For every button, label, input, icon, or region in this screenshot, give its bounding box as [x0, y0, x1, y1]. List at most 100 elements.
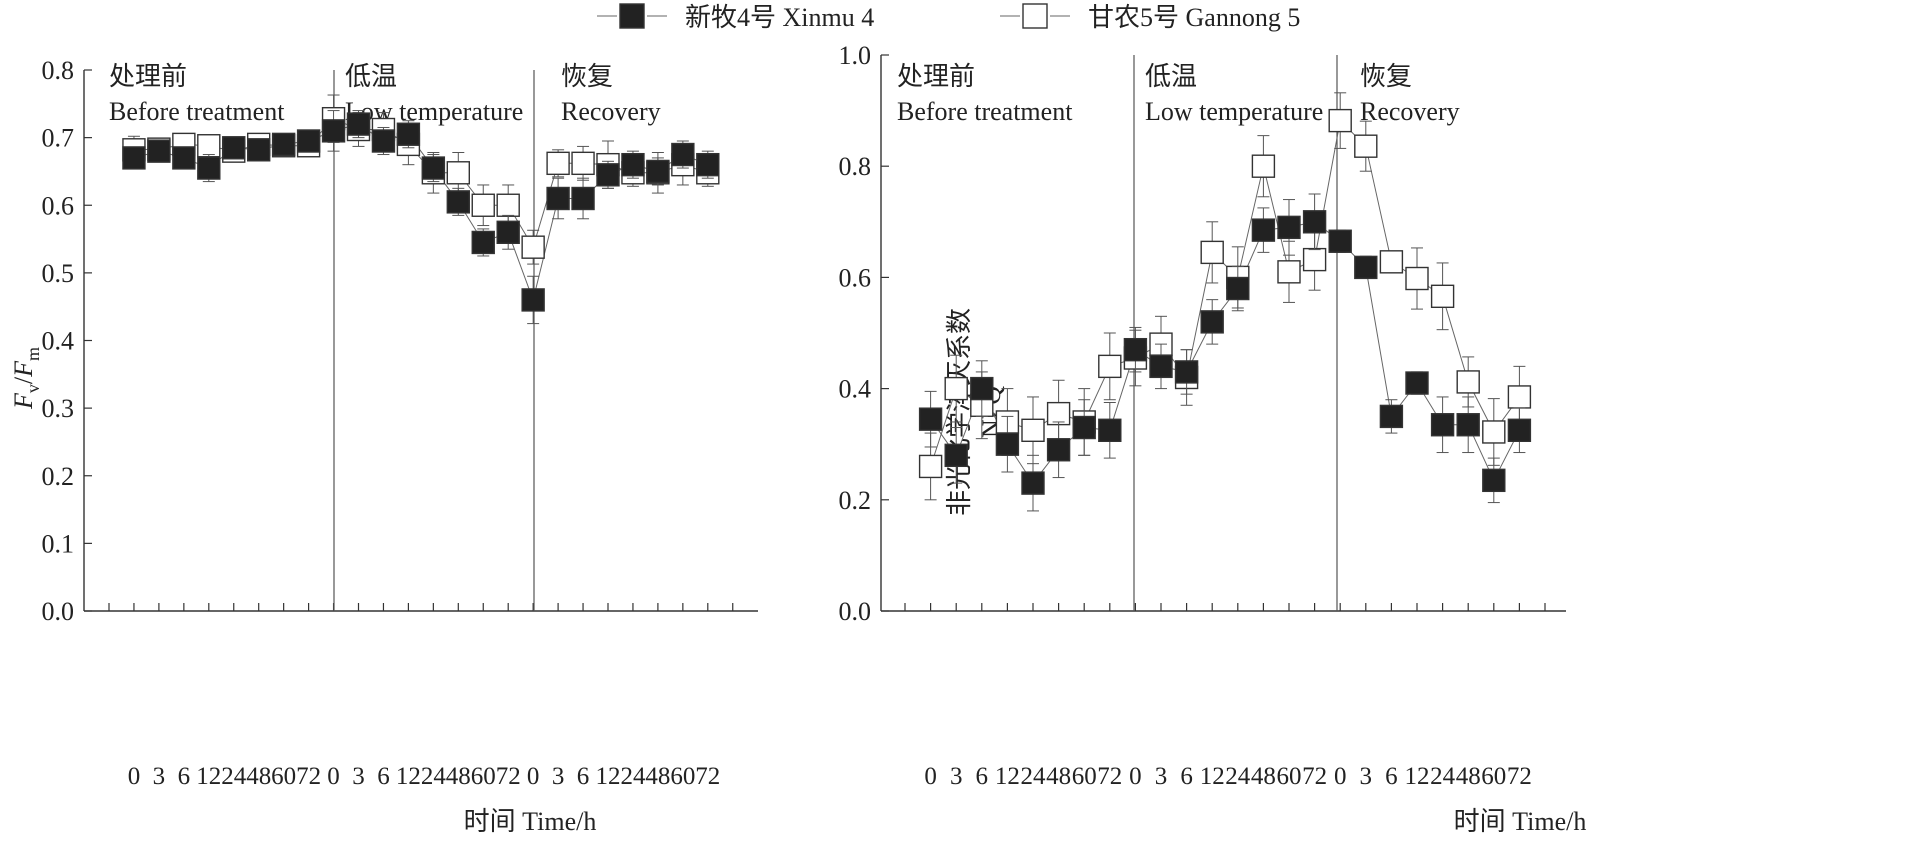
data-point-xinmu — [970, 376, 994, 401]
x-tick-label: 0 — [1334, 763, 1347, 790]
data-point-xinmu — [371, 129, 396, 153]
phase-label-cn: 处理前 — [109, 62, 187, 91]
phase-label-cn: 恢复 — [561, 62, 613, 91]
data-point-xinmu — [1302, 210, 1327, 234]
data-point-gannong — [944, 376, 968, 401]
x-tick-label: 48 — [446, 763, 471, 790]
data-point-xinmu — [122, 146, 146, 170]
data-point-gannong — [471, 193, 495, 217]
x-tick-label: 60 — [1277, 763, 1302, 790]
data-point-xinmu — [271, 132, 296, 157]
data-point-xinmu — [671, 142, 695, 167]
y-tick-label: 0.3 — [42, 394, 75, 423]
data-point-xinmu — [1328, 229, 1352, 253]
x-tick-label: 0 — [327, 763, 340, 790]
data-point-xinmu — [1251, 218, 1276, 242]
data-point-gannong — [1456, 370, 1480, 394]
legend-marker-xinmu — [619, 3, 645, 29]
x-tick-label: 6 — [1385, 763, 1398, 790]
x-tick-label: 72 — [1097, 763, 1122, 790]
x-tick-label: 6 — [178, 763, 191, 790]
data-point-xinmu — [1482, 468, 1506, 493]
x-tick-label: 72 — [695, 763, 720, 790]
x-tick-label: 24 — [1225, 763, 1251, 790]
data-point-xinmu — [696, 152, 720, 177]
x-tick-label: 12 — [396, 763, 421, 790]
data-point-xinmu — [396, 122, 421, 146]
x-tick-label: 72 — [1302, 763, 1327, 790]
x-tick-label: 48 — [1456, 763, 1481, 790]
y-tick-label: 0.6 — [42, 191, 75, 220]
phase-label-en: Before treatment — [109, 97, 285, 126]
data-point-xinmu — [1277, 215, 1301, 240]
phase-label-en: Low temperature — [345, 97, 523, 126]
x-tick-label: 60 — [1072, 763, 1097, 790]
data-point-xinmu — [1046, 438, 1071, 462]
x-tick-label: 0 — [1129, 763, 1142, 790]
x-tick-label: 3 — [1360, 763, 1373, 790]
data-point-xinmu — [172, 146, 196, 170]
phase-label-en: Recovery — [561, 97, 661, 126]
data-point-xinmu — [1072, 415, 1096, 440]
data-point-xinmu — [222, 136, 246, 160]
x-tick-label: 24 — [421, 763, 447, 790]
data-point-xinmu — [621, 152, 645, 177]
x-tick-label: 3 — [1155, 763, 1168, 790]
y-tick-label: 0.0 — [42, 597, 75, 626]
chart-fvfm: Fv/Fm 时间 Time/h 0.00.10.20.30.40.50.60.7… — [9, 56, 758, 836]
phase-label-cn: 处理前 — [897, 62, 975, 91]
x-tick-label: 48 — [246, 763, 271, 790]
data-point-xinmu — [197, 156, 221, 180]
data-point-gannong — [1200, 240, 1224, 265]
ylabel-f1: F — [9, 392, 38, 410]
data-point-xinmu — [1456, 413, 1480, 437]
data-point-gannong — [1098, 354, 1122, 379]
x-tick-label: 48 — [645, 763, 670, 790]
y-tick-label: 0.8 — [839, 152, 872, 181]
x-tick-label: 12 — [596, 763, 621, 790]
data-point-xinmu — [496, 220, 520, 245]
legend: 新牧4号 Xinmu 4 甘农5号 Gannong 5 — [597, 3, 1300, 32]
phase-label-cn: 恢复 — [1360, 62, 1412, 91]
data-point-gannong — [1021, 418, 1045, 442]
phase-label-en: Low temperature — [1145, 97, 1323, 126]
data-point-gannong — [1405, 266, 1429, 291]
x-tick-label: 12 — [995, 763, 1020, 790]
data-point-gannong — [446, 161, 470, 185]
phase-label-en: Before treatment — [897, 97, 1073, 126]
data-point-xinmu — [1354, 255, 1378, 280]
data-point-xinmu — [1174, 360, 1199, 384]
data-point-gannong — [1328, 108, 1352, 133]
x-tick-label: 72 — [1507, 763, 1532, 790]
data-point-xinmu — [546, 186, 570, 211]
data-point-gannong — [1482, 420, 1506, 444]
y-tick-label: 0.7 — [42, 124, 75, 153]
x-tick-label: 6 — [1180, 763, 1193, 790]
data-point-xinmu — [147, 139, 171, 163]
data-point-xinmu — [521, 288, 545, 312]
data-point-gannong — [546, 151, 570, 176]
phase-label-cn: 低温 — [345, 62, 397, 91]
x-tick-label: 12 — [196, 763, 221, 790]
data-point-xinmu — [1507, 418, 1532, 442]
data-point-gannong — [496, 193, 520, 217]
y-tick-label: 0.4 — [839, 375, 872, 404]
phase-label-cn: 低温 — [1145, 62, 1197, 91]
data-point-xinmu — [1021, 471, 1045, 495]
ylabel-f2: F — [9, 360, 38, 378]
x-tick-label: 72 — [296, 763, 321, 790]
x-tick-label: 60 — [670, 763, 695, 790]
y-tick-label: 0.5 — [42, 259, 75, 288]
data-point-xinmu — [1379, 404, 1404, 429]
data-point-xinmu — [346, 112, 371, 136]
x-tick-label: 12 — [1200, 763, 1225, 790]
y-tick-label: 0.8 — [42, 56, 75, 85]
x-axis-title-npq: 时间 Time/h — [1454, 807, 1587, 836]
x-tick-label: 0 — [924, 763, 937, 790]
x-axis-title-fvfm: 时间 Time/h — [464, 807, 597, 836]
data-point-gannong — [571, 151, 595, 176]
y-axis-title-fvfm: Fv/Fm — [9, 347, 43, 410]
data-point-xinmu — [596, 163, 620, 187]
y-tick-label: 0.2 — [42, 462, 75, 491]
